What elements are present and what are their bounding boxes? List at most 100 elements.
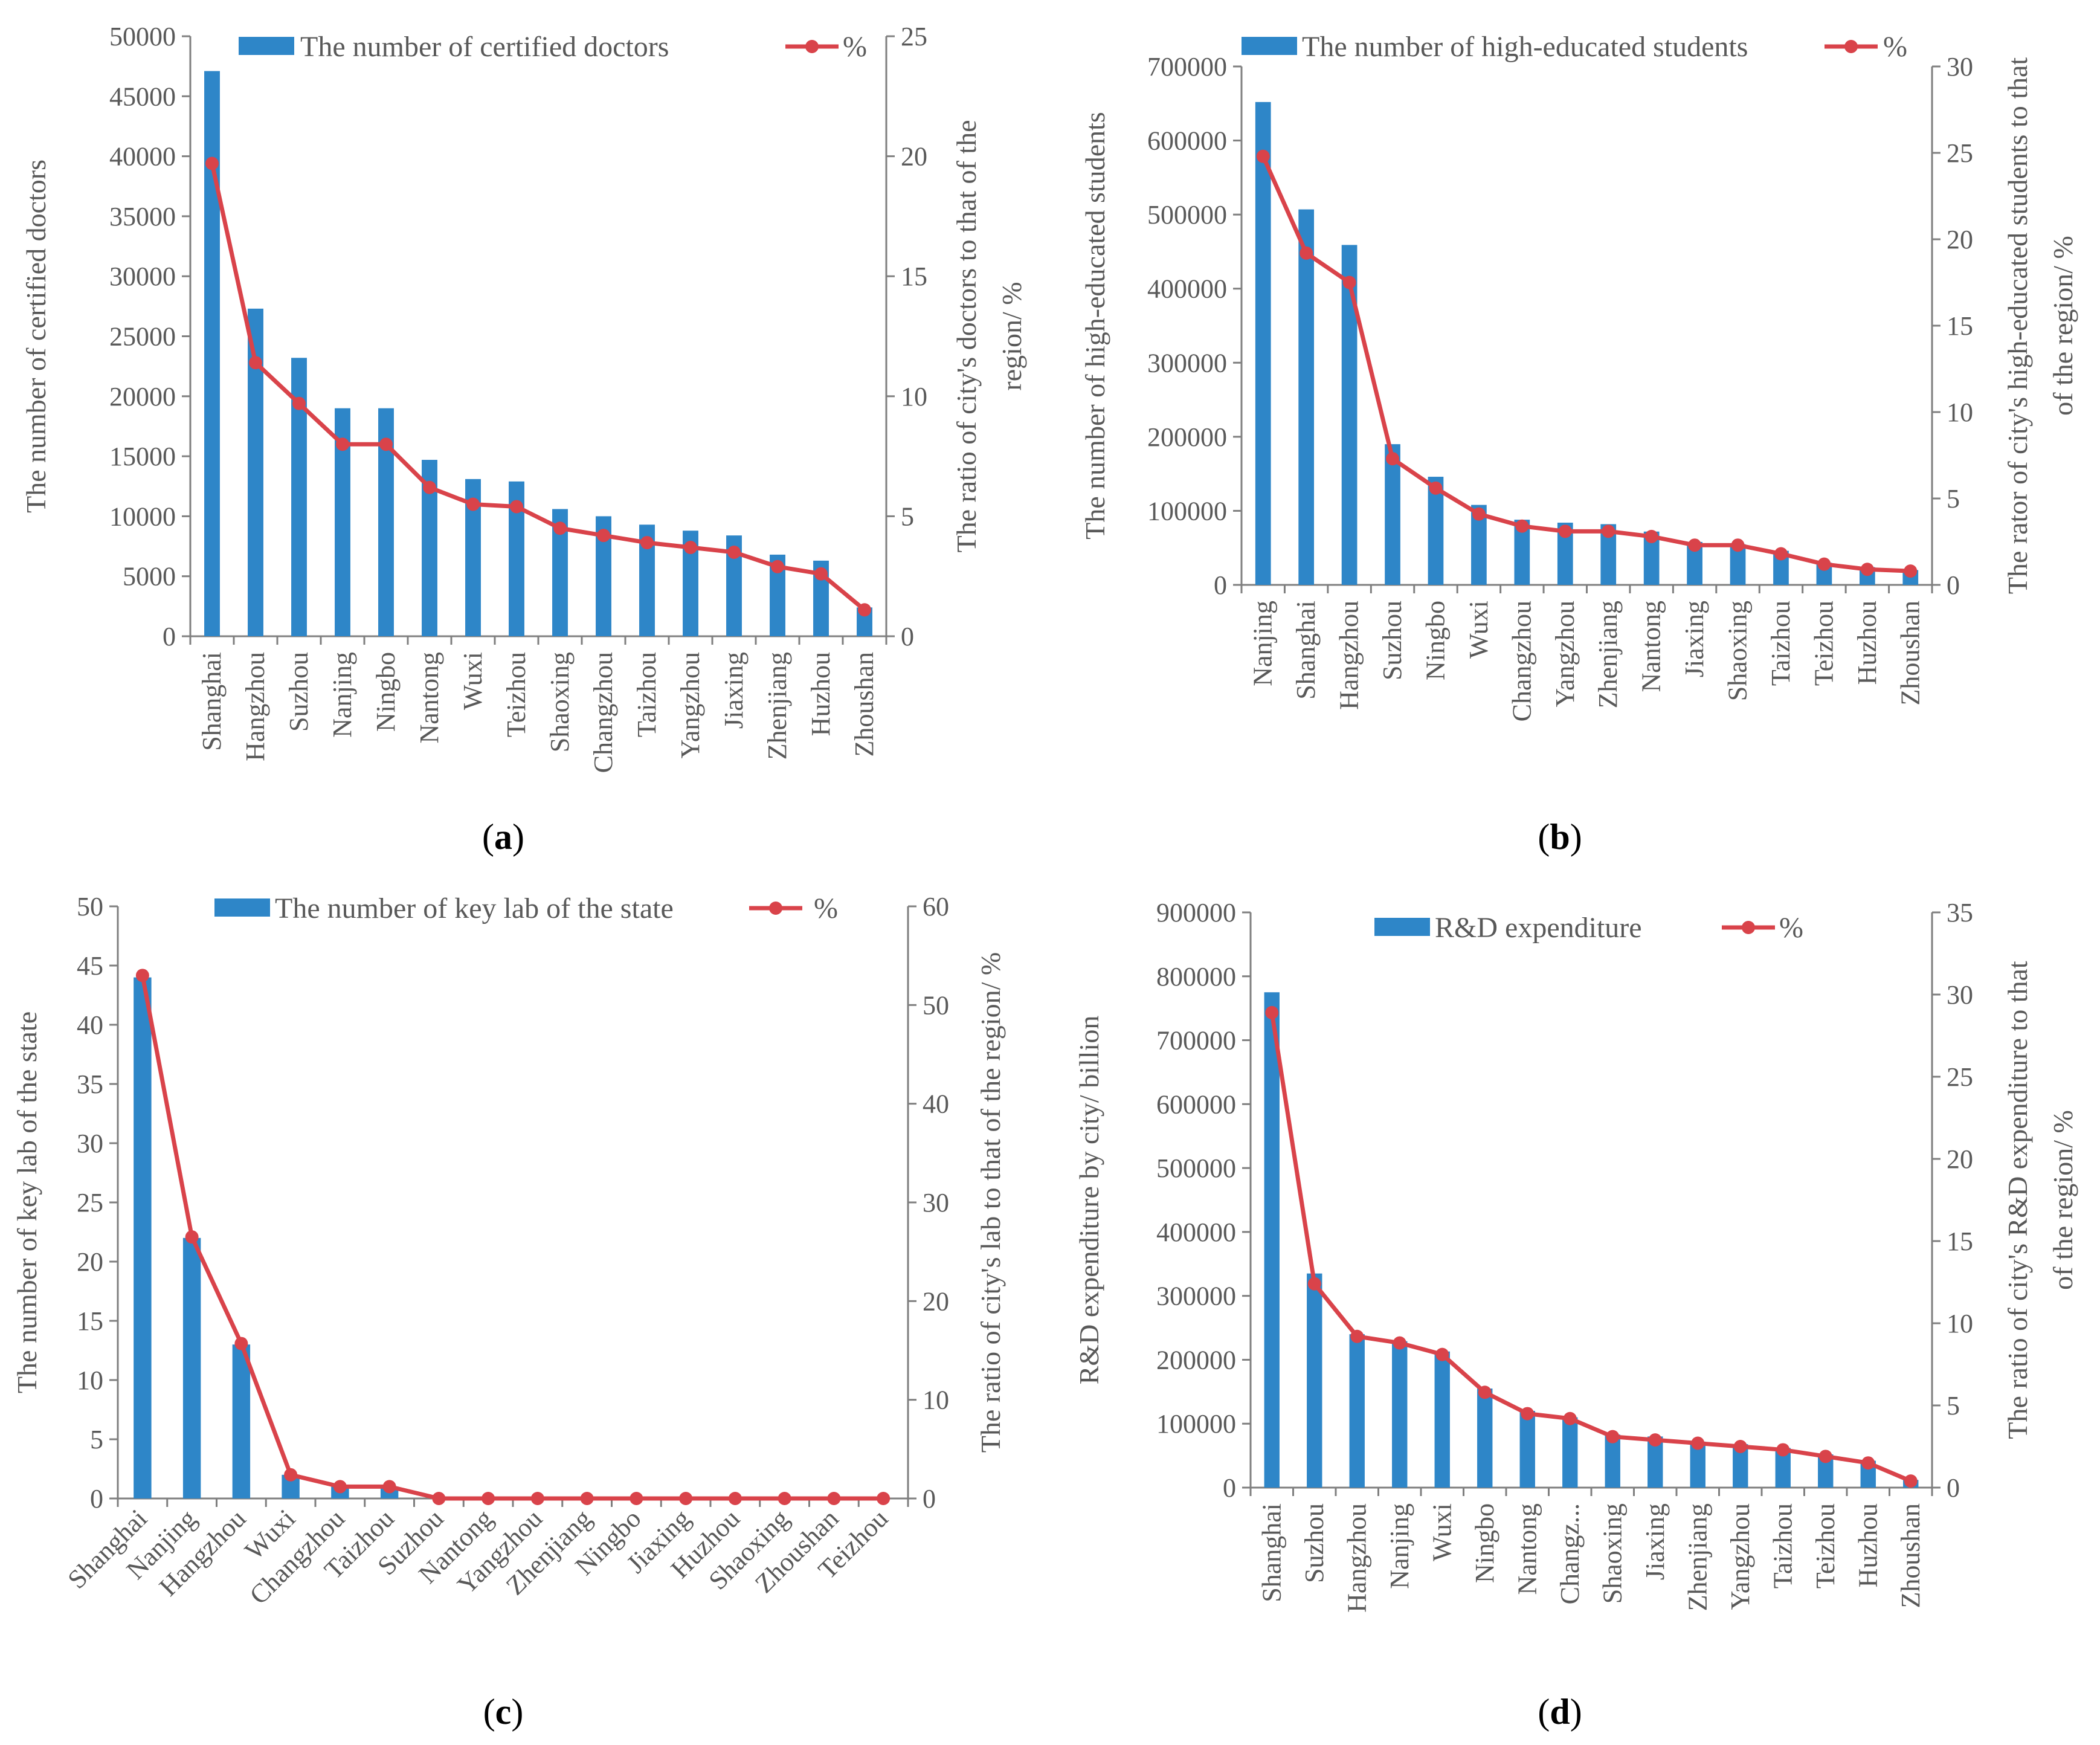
y-tick-label: 900000	[1156, 898, 1236, 927]
category-label: Nantong	[414, 652, 444, 744]
ratio-point	[284, 1468, 298, 1482]
ratio-point	[1691, 1436, 1705, 1450]
y-tick-label: 35	[77, 1069, 103, 1099]
y2-tick-label: 20	[1947, 225, 1973, 254]
ratio-point	[135, 969, 149, 982]
y-tick-label: 10000	[109, 502, 176, 531]
y2-tick-label: 5	[1947, 1391, 1960, 1421]
legend-line-label: %	[1883, 31, 1907, 63]
y-tick-label: 100000	[1147, 496, 1227, 526]
ratio-point	[336, 437, 349, 451]
ratio-point	[1733, 1440, 1747, 1453]
legend-line-marker	[769, 902, 782, 915]
y2-tick-label: 10	[901, 382, 927, 411]
ratio-point	[1731, 538, 1745, 552]
category-label: Zhoushan	[1896, 1503, 1925, 1608]
y-tick-label: 5	[90, 1425, 103, 1454]
ratio-point	[530, 1492, 544, 1505]
category-label: Shaoxing	[1723, 601, 1753, 701]
bar	[1255, 102, 1271, 585]
y2-tick-label: 30	[923, 1188, 949, 1218]
bar	[1298, 209, 1315, 585]
ratio-point	[185, 1230, 199, 1244]
ratio-point	[1256, 149, 1270, 163]
y2-tick-label: 15	[901, 262, 927, 291]
y2-axis-title: of the region/ %	[2047, 236, 2078, 416]
legend-bar-label: The number of high-educated students	[1302, 31, 1748, 63]
ratio-point	[1307, 1277, 1321, 1291]
y-tick-label: 30000	[109, 262, 176, 291]
y-tick-label: 45	[77, 951, 103, 981]
category-label: Hangzhou	[1335, 601, 1364, 710]
y2-tick-label: 5	[901, 502, 914, 531]
ratio-point	[1429, 481, 1443, 495]
category-label: Jiaxing	[719, 652, 749, 729]
y-tick-label: 25000	[109, 322, 176, 352]
ratio-point	[1393, 1336, 1406, 1350]
y-tick-label: 200000	[1156, 1345, 1236, 1375]
y-tick-label: 500000	[1156, 1153, 1236, 1183]
panel-caption: (a)	[482, 817, 524, 857]
category-label: Shanghai	[197, 652, 227, 751]
y-tick-label: 800000	[1156, 962, 1236, 992]
bar	[1385, 444, 1400, 585]
chart-panel-a: 0 5000 10000 15000 20000 25000 30000 35000 40000…	[21, 22, 1027, 857]
ratio-point	[333, 1480, 347, 1494]
category-label: Suzhou	[284, 652, 314, 732]
y-tick-label: 5000	[123, 562, 176, 592]
ratio-point	[466, 497, 480, 511]
bar	[1434, 1351, 1450, 1488]
ratio-point	[205, 156, 219, 170]
category-label: Changzhou	[588, 652, 618, 773]
y-tick-label: 0	[90, 1484, 103, 1514]
y-tick-label: 35000	[109, 202, 176, 231]
y-tick-label: 400000	[1147, 274, 1227, 304]
ratio-point	[1644, 529, 1658, 543]
ratio-point	[379, 437, 393, 451]
category-label: Taizhou	[1766, 601, 1796, 686]
ratio-point	[1606, 1430, 1620, 1443]
category-label: Ningbo	[1470, 1503, 1499, 1583]
y2-tick-label: 20	[901, 142, 927, 172]
ratio-point	[1904, 564, 1918, 578]
y-tick-label: 15000	[109, 442, 176, 471]
category-label: Shaoxing	[545, 652, 575, 752]
category-label: Shaoxing	[1597, 1503, 1627, 1604]
ratio-point	[1342, 276, 1356, 289]
bar	[1428, 477, 1444, 585]
legend-line-label: %	[843, 31, 867, 63]
ratio-point	[580, 1492, 594, 1505]
bar	[1392, 1341, 1408, 1488]
category-label: Wuxi	[458, 652, 488, 710]
category-label: Ningbo	[371, 652, 401, 732]
ratio-point	[1521, 1407, 1535, 1421]
y-tick-label: 40	[77, 1010, 103, 1040]
category-label: Ningbo	[1420, 601, 1450, 680]
y-axis-title: The number of high-educated students	[1080, 112, 1110, 540]
ratio-point	[814, 567, 828, 581]
ratio-point	[482, 1492, 495, 1505]
legend-line-label: %	[1779, 912, 1803, 944]
ratio-point	[234, 1337, 248, 1350]
category-label: Changz...	[1555, 1503, 1585, 1604]
panel-caption: (d)	[1538, 1692, 1582, 1732]
ratio-point	[249, 356, 262, 370]
y-tick-label: 40000	[109, 142, 176, 172]
chart-panel-c: 051015202530354045500102030405060Shangha…	[11, 892, 1006, 1732]
ratio-point	[630, 1492, 643, 1505]
y2-tick-label: 5	[1947, 484, 1960, 514]
ratio-point	[1776, 1443, 1790, 1457]
y-tick-label: 15	[77, 1306, 103, 1336]
y-tick-label: 20000	[109, 382, 176, 411]
ratio-point	[432, 1492, 446, 1505]
category-label: Zhoushan	[849, 652, 879, 757]
category-label: Huzhou	[806, 652, 836, 736]
category-label: Huzhou	[1852, 601, 1882, 685]
ratio-point	[1774, 547, 1788, 561]
panel-caption: (c)	[483, 1692, 524, 1732]
ratio-point	[1861, 1456, 1875, 1470]
y-tick-label: 20	[77, 1247, 103, 1277]
category-label: Zhenjiang	[1683, 1503, 1712, 1611]
y-axis-title: The number of key lab of the state	[11, 1011, 42, 1393]
ratio-point	[1478, 1385, 1492, 1399]
